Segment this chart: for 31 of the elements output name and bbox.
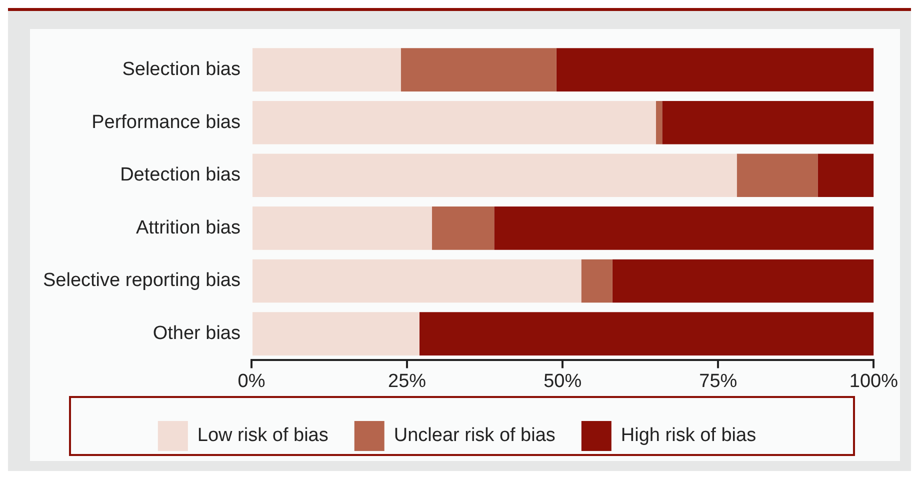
y-tick-label: Other bias [152, 323, 240, 344]
bar [818, 154, 874, 198]
bar [656, 100, 662, 144]
bar [252, 48, 401, 92]
x-tick-label: 100% [849, 370, 898, 392]
bar [252, 206, 432, 250]
y-tick-label: Selective reporting bias [42, 270, 240, 292]
bar [419, 312, 874, 356]
y-tick-label: Detection bias [120, 164, 240, 186]
bar [252, 154, 737, 198]
x-tick-label: 50% [544, 370, 582, 392]
bar [432, 206, 494, 250]
legend-label: Unclear risk of bias [394, 425, 556, 446]
x-tick-label: 75% [699, 370, 738, 392]
bar [252, 312, 420, 356]
bar [556, 48, 874, 92]
x-tick-label: 0% [238, 370, 266, 392]
bar [252, 259, 582, 303]
y-tick-label: Selection bias [122, 59, 240, 80]
bar [252, 100, 656, 144]
bar [581, 259, 612, 303]
legend-label: Low risk of bias [197, 425, 328, 446]
bar [662, 100, 874, 144]
y-tick-label: Performance bias [92, 112, 240, 133]
y-tick-label: Attrition bias [136, 217, 240, 238]
bar [400, 48, 556, 92]
bar [612, 259, 874, 303]
bar [736, 154, 818, 198]
legend-label: High risk of bias [620, 425, 756, 446]
bar [494, 206, 874, 250]
x-tick-label: 25% [388, 370, 426, 392]
